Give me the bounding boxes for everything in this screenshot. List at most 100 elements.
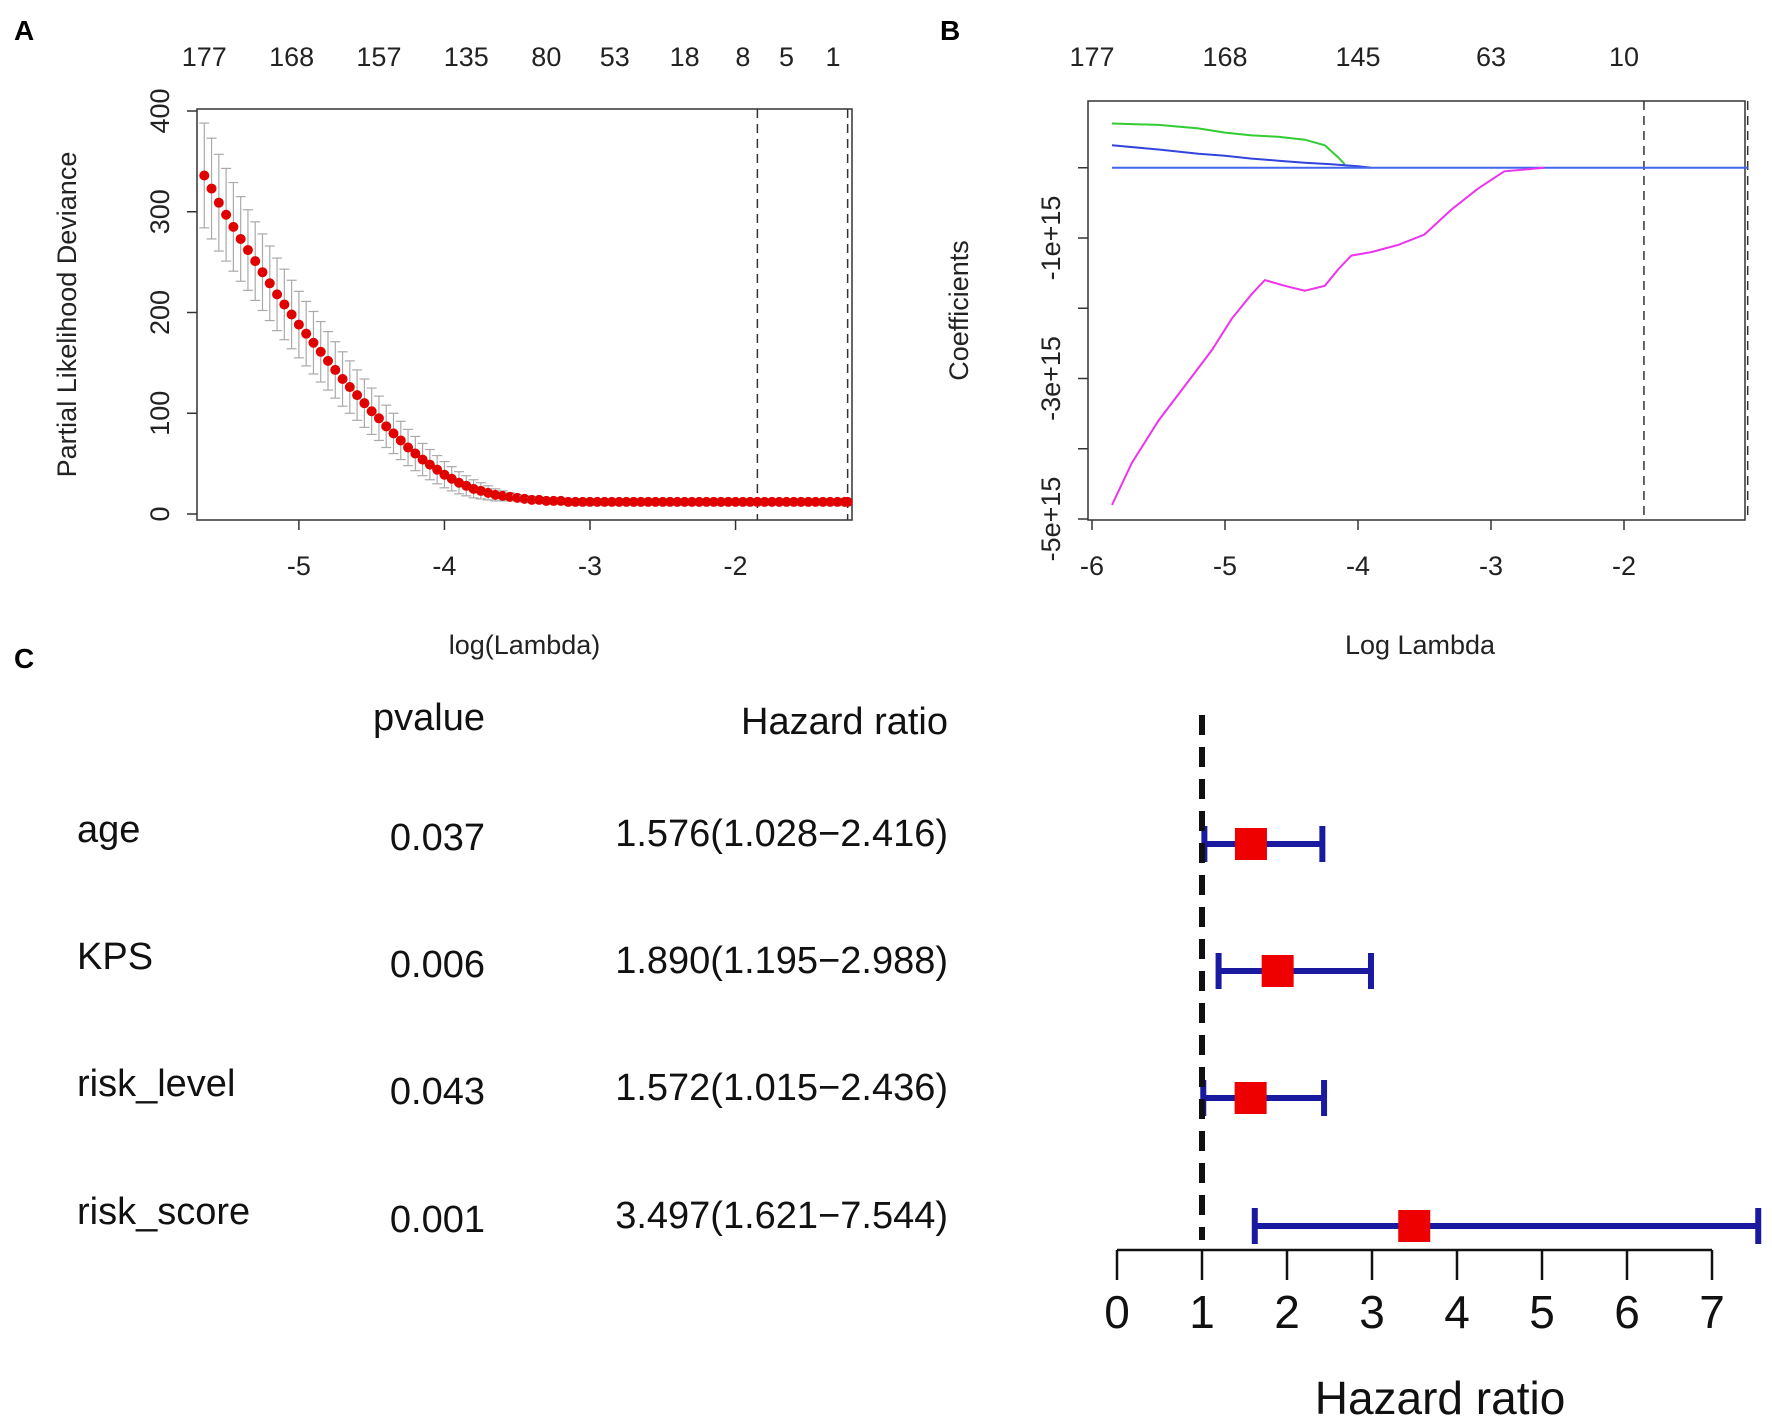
row-name: risk_score [77,1191,250,1233]
deviance-point [606,496,617,507]
deviance-point [730,496,741,507]
coef-path-magenta [1111,166,1545,506]
panel-c-letter: C [14,643,34,674]
deviance-point [388,428,399,439]
top-tick-label: 5 [779,42,794,72]
deviance-point [708,496,719,507]
x-tick-label: 2 [1274,1286,1300,1338]
deviance-point [555,495,566,506]
deviance-point [213,197,224,208]
panel-b-letter: B [940,15,960,46]
top-tick-label: 168 [269,42,314,72]
x-tick-label: -5 [1213,551,1237,581]
deviance-point [657,496,668,507]
deviance-point [614,496,625,507]
y-axis-title: Partial Likelihood Deviance [52,152,82,478]
deviance-point [446,473,457,484]
y-tick-label: 300 [145,189,175,234]
deviance-point [774,496,785,507]
deviance-point [628,496,639,507]
y-tick-label: 0 [145,506,175,521]
deviance-point [635,496,646,507]
top-tick-label: 8 [735,42,750,72]
pvalue-header: pvalue [373,697,485,739]
deviance-point [788,496,799,507]
deviance-point [577,496,588,507]
x-tick-label: 5 [1529,1286,1555,1338]
deviance-point [621,496,632,507]
plot-frame [1087,100,1746,521]
row-hr-text: 1.576(1.028−2.416) [615,813,948,855]
deviance-point [439,469,450,480]
hr-header: Hazard ratio [741,701,948,743]
deviance-point [694,496,705,507]
deviance-point [417,454,428,465]
deviance-point [235,233,246,244]
deviance-point [330,364,341,375]
deviance-point [279,299,290,310]
deviance-point [432,464,443,475]
deviance-point [716,496,726,507]
deviance-point [825,496,836,507]
panel-a-letter: A [14,15,34,46]
deviance-point [250,256,261,267]
coef-path-green [1111,122,1346,165]
deviance-point [344,382,355,393]
x-axis-title: Log Lambda [1345,630,1496,660]
x-tick-label: -3 [1479,551,1503,581]
deviance-point [359,398,370,409]
deviance-point [490,489,501,500]
row-hr-text: 1.890(1.195−2.988) [615,940,948,982]
y-tick-label: 100 [145,391,175,436]
top-tick-label: 63 [1476,42,1506,72]
hr-marker [1234,1082,1267,1114]
deviance-point [272,289,283,300]
deviance-point [293,319,304,330]
deviance-point [403,442,414,453]
deviance-point [592,496,603,507]
y-tick-label: -1e+15 [1036,196,1066,281]
x-tick-label: -5 [287,551,311,581]
deviance-point [745,496,756,507]
deviance-point [199,170,210,181]
hr-marker [1261,955,1294,987]
top-tick-label: 177 [182,42,227,72]
top-tick-label: 145 [1335,42,1380,72]
deviance-point [599,496,610,507]
x-tick-label: 3 [1359,1286,1385,1338]
top-tick-label: 177 [1069,42,1114,72]
x-tick-label: -2 [1612,551,1636,581]
row-hr-text: 3.497(1.621−7.544) [615,1195,948,1237]
deviance-point [337,373,348,384]
row-pvalue: 0.006 [390,944,485,986]
deviance-point [315,346,326,357]
deviance-point [534,494,545,505]
x-tick-label: 4 [1444,1286,1470,1338]
x-axis-title: log(Lambda) [449,630,601,660]
y-tick-label: 400 [145,88,175,133]
y-axis-title: Coefficients [944,240,974,381]
x-tick-label: -6 [1080,551,1104,581]
y-tick-label: -3e+15 [1036,336,1066,421]
x-tick-label: -4 [432,551,456,581]
top-tick-label: 157 [356,42,401,72]
deviance-point [410,448,421,459]
x-tick-label: 1 [1189,1286,1215,1338]
deviance-point [701,496,712,507]
x-tick-label: -3 [578,551,602,581]
deviance-point [541,495,552,506]
row-name: age [77,809,140,851]
coef-path-blue [1111,144,1372,169]
row-pvalue: 0.043 [390,1071,485,1113]
deviance-point [563,496,574,507]
deviance-point [308,337,319,348]
x-tick-label: 0 [1104,1286,1130,1338]
deviance-point [257,267,268,278]
deviance-point [679,496,690,507]
x-tick-label: -4 [1346,551,1370,581]
top-tick-label: 168 [1202,42,1247,72]
row-pvalue: 0.037 [390,817,485,859]
x-tick-label: -2 [724,551,748,581]
deviance-point [665,496,676,507]
